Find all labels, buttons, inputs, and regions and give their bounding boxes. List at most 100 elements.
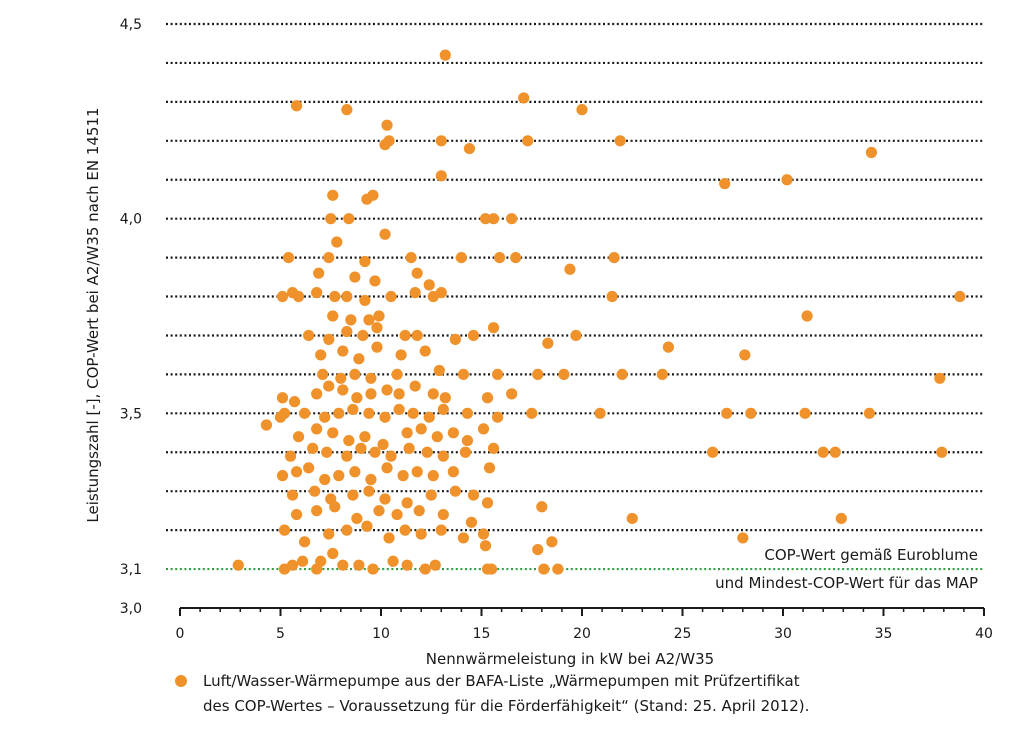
- data-point: [341, 104, 353, 116]
- data-point: [278, 524, 291, 536]
- data-point: [365, 372, 377, 384]
- data-point: [347, 403, 359, 416]
- data-point: [493, 252, 506, 264]
- data-point: [323, 252, 335, 264]
- data-point: [284, 450, 297, 462]
- data-point: [331, 236, 343, 248]
- data-point: [457, 532, 470, 544]
- data-point: [413, 505, 425, 517]
- data-point: [351, 512, 363, 525]
- data-point: [419, 345, 431, 357]
- data-point: [333, 407, 345, 419]
- data-point: [286, 559, 299, 571]
- data-point: [337, 345, 349, 357]
- data-point: [333, 470, 345, 482]
- data-point: [506, 388, 518, 400]
- data-point: [393, 388, 405, 400]
- data-point: [387, 555, 399, 567]
- data-point: [379, 493, 391, 505]
- data-point: [341, 290, 353, 303]
- data-point: [449, 333, 461, 345]
- data-point: [606, 290, 618, 303]
- data-point: [325, 213, 337, 225]
- data-point: [435, 287, 447, 299]
- data-point: [349, 466, 361, 478]
- data-point: [425, 489, 437, 501]
- data-point: [377, 438, 389, 451]
- data-point: [564, 263, 576, 275]
- data-point: [954, 290, 966, 303]
- data-point: [542, 337, 554, 349]
- data-point: [399, 329, 411, 342]
- data-point: [351, 392, 363, 404]
- data-point: [538, 563, 550, 575]
- data-point: [353, 353, 365, 365]
- data-point: [349, 368, 361, 380]
- data-points: [232, 49, 966, 575]
- data-point: [401, 427, 413, 439]
- data-point: [323, 380, 335, 392]
- data-point: [487, 442, 500, 454]
- y-tick-label: 4,5: [120, 17, 142, 33]
- data-point: [401, 559, 413, 571]
- data-point: [391, 368, 403, 380]
- data-point: [479, 540, 492, 552]
- data-point: [801, 310, 813, 322]
- data-point: [367, 563, 379, 575]
- data-point: [781, 174, 793, 186]
- data-point: [411, 466, 423, 478]
- data-point: [290, 508, 303, 521]
- data-point: [487, 213, 500, 225]
- data-point: [465, 516, 478, 528]
- data-point: [467, 489, 480, 501]
- data-point: [467, 329, 480, 342]
- data-point: [608, 252, 620, 264]
- data-point: [278, 407, 291, 419]
- data-point: [373, 505, 385, 517]
- data-point: [349, 271, 361, 283]
- x-tick-label: 10: [372, 626, 390, 642]
- data-point: [343, 434, 355, 447]
- data-point: [341, 450, 353, 462]
- data-point: [311, 505, 323, 517]
- data-point: [461, 407, 474, 419]
- data-point: [297, 555, 309, 567]
- data-point: [421, 446, 433, 458]
- data-point: [357, 329, 369, 342]
- data-point: [327, 310, 339, 322]
- data-point: [276, 392, 289, 404]
- data-point: [353, 559, 365, 571]
- data-point: [934, 372, 946, 384]
- data-point: [311, 287, 323, 299]
- data-point: [290, 100, 303, 112]
- data-point: [427, 470, 439, 482]
- data-point: [381, 119, 393, 131]
- x-axis-title: Nennwärmeleistung in kW bei A2/W35: [426, 650, 714, 668]
- data-point: [626, 512, 638, 525]
- data-point: [361, 520, 373, 532]
- data-point: [411, 329, 423, 342]
- data-point: [299, 536, 311, 548]
- data-point: [739, 349, 751, 361]
- data-point: [614, 135, 626, 147]
- data-point: [491, 411, 504, 423]
- data-point: [423, 279, 435, 291]
- data-point: [487, 322, 500, 334]
- data-point: [401, 497, 413, 509]
- data-point: [365, 388, 377, 400]
- data-point: [479, 213, 492, 225]
- data-point: [325, 493, 337, 505]
- data-point: [381, 384, 393, 396]
- x-tick-label: 25: [674, 626, 692, 642]
- data-point: [707, 446, 719, 458]
- data-point: [936, 446, 948, 458]
- data-point: [522, 135, 534, 147]
- data-point: [343, 213, 355, 225]
- data-point: [817, 446, 829, 458]
- data-point: [397, 470, 409, 482]
- data-point: [477, 528, 490, 540]
- x-tick-label: 0: [176, 626, 185, 642]
- data-point: [327, 427, 339, 439]
- data-point: [303, 329, 315, 342]
- data-point: [363, 314, 375, 326]
